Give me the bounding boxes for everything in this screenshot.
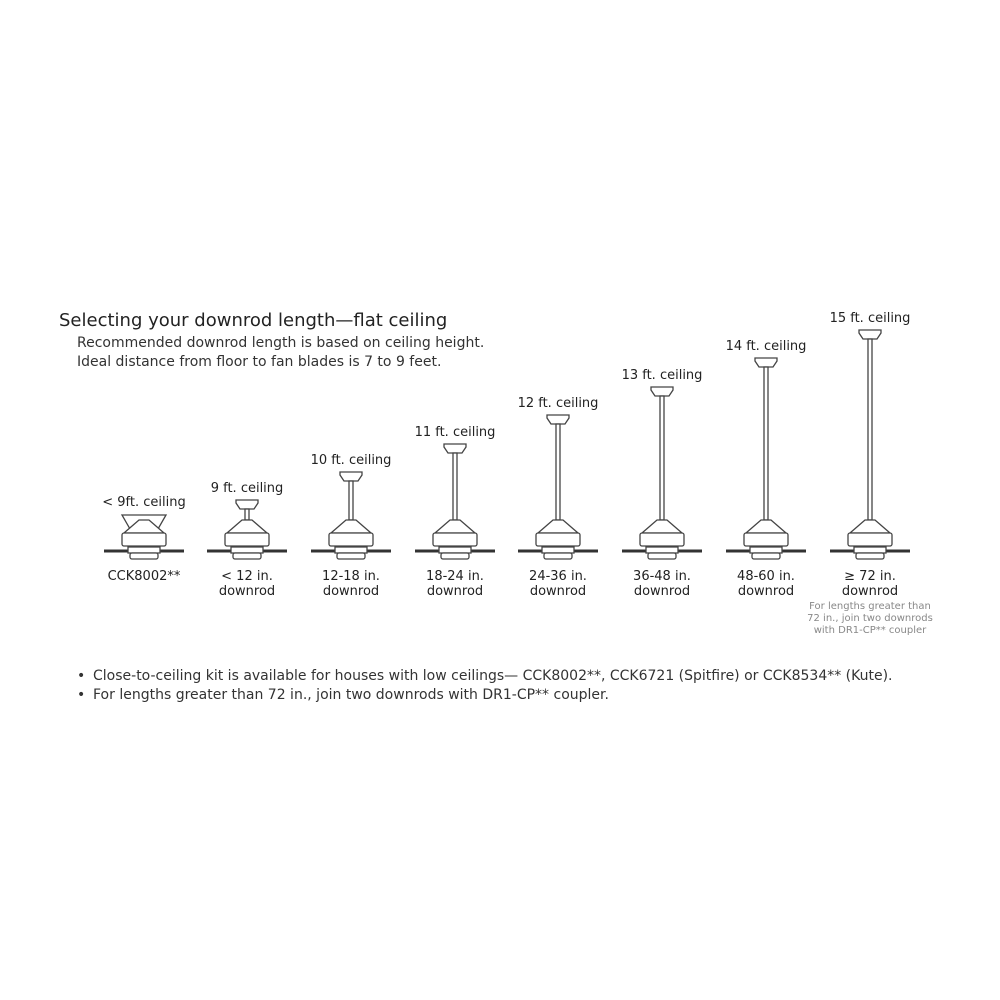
downrod-label: CCK8002** xyxy=(79,569,209,584)
downrod-label: 36-48 in. downrod xyxy=(597,569,727,599)
ceiling-height-label: 10 ft. ceiling xyxy=(310,453,392,468)
light-kit-icon xyxy=(647,552,677,560)
downrod-word: downrod xyxy=(737,584,795,599)
bullet-item: Close-to-ceiling kit is available for ho… xyxy=(77,667,893,686)
downrod-word: downrod xyxy=(841,584,899,599)
motor-housing-icon xyxy=(535,532,581,547)
canopy-icon xyxy=(858,329,882,340)
downrod-length: 24-36 in. xyxy=(529,569,587,584)
ceiling-height-label: 14 ft. ceiling xyxy=(725,339,807,354)
ceiling-height-label: < 9ft. ceiling xyxy=(102,495,186,510)
downrod-length: < 12 in. xyxy=(221,569,273,584)
downrod-word: downrod xyxy=(426,584,484,599)
canopy-icon xyxy=(546,414,570,425)
motor-housing-icon xyxy=(224,532,270,547)
coupler-note: For lengths greater than 72 in., join tw… xyxy=(807,601,933,636)
blade-hub-icon xyxy=(230,546,264,554)
ceiling-height-label: 13 ft. ceiling xyxy=(621,368,703,383)
downrod-label: 12-18 in. downrod xyxy=(286,569,416,599)
downrod-icon xyxy=(348,480,354,521)
blade-hub-icon xyxy=(749,546,783,554)
downrod-word: downrod xyxy=(529,584,587,599)
subtitle-line: Recommended downrod length is based on c… xyxy=(77,335,485,351)
motor-housing-icon xyxy=(639,532,685,547)
downrod-icon xyxy=(555,423,561,521)
downrod-length: ≥ 72 in. xyxy=(844,569,896,584)
bullet-list: Close-to-ceiling kit is available for ho… xyxy=(77,667,893,705)
downrod-length: 12-18 in. xyxy=(322,569,380,584)
light-kit-icon xyxy=(232,552,262,560)
canopy-icon xyxy=(443,443,467,454)
downrod-length: 18-24 in. xyxy=(426,569,484,584)
downrod-icon xyxy=(763,366,769,521)
ceiling-height-label: 12 ft. ceiling xyxy=(517,396,599,411)
subtitle-line: Ideal distance from floor to fan blades … xyxy=(77,354,442,370)
light-kit-icon xyxy=(440,552,470,560)
downrod-length: 36-48 in. xyxy=(633,569,691,584)
bullet-item: For lengths greater than 72 in., join tw… xyxy=(77,686,893,705)
downrod-label: 18-24 in. downrod xyxy=(390,569,520,599)
motor-housing-icon xyxy=(121,532,167,547)
light-kit-icon xyxy=(751,552,781,560)
downrod-label: ≥ 72 in. downrod For lengths greater than … xyxy=(805,569,935,637)
downrod-length: 48-60 in. xyxy=(737,569,795,584)
blade-hub-icon xyxy=(438,546,472,554)
downrod-word: downrod xyxy=(218,584,276,599)
downrod-label: 24-36 in. downrod xyxy=(493,569,623,599)
blade-hub-icon xyxy=(645,546,679,554)
canopy-icon xyxy=(754,357,778,368)
canopy-icon xyxy=(650,386,674,397)
motor-top-icon xyxy=(744,519,788,534)
page-title: Selecting your downrod length—flat ceili… xyxy=(59,310,448,331)
downrod-icon xyxy=(244,508,250,521)
downrod-label: < 12 in. downrod xyxy=(182,569,312,599)
motor-top-icon xyxy=(225,519,269,534)
downrod-icon xyxy=(452,452,458,521)
blade-hub-icon xyxy=(127,546,161,554)
blade-hub-icon xyxy=(541,546,575,554)
motor-top-icon xyxy=(536,519,580,534)
blade-hub-icon xyxy=(334,546,368,554)
motor-housing-icon xyxy=(847,532,893,547)
motor-housing-icon xyxy=(743,532,789,547)
blade-hub-icon xyxy=(853,546,887,554)
downrod-icon xyxy=(659,395,665,521)
light-kit-icon xyxy=(129,552,159,560)
ceiling-height-label: 11 ft. ceiling xyxy=(414,425,496,440)
light-kit-icon xyxy=(543,552,573,560)
ceiling-height-label: 15 ft. ceiling xyxy=(829,311,911,326)
light-kit-icon xyxy=(855,552,885,560)
motor-housing-icon xyxy=(432,532,478,547)
light-kit-icon xyxy=(336,552,366,560)
downrod-length: CCK8002** xyxy=(107,569,181,584)
downrod-word: downrod xyxy=(633,584,691,599)
motor-top-icon xyxy=(433,519,477,534)
motor-top-icon xyxy=(640,519,684,534)
motor-housing-icon xyxy=(328,532,374,547)
ceiling-height-label: 9 ft. ceiling xyxy=(210,481,284,496)
motor-top-icon xyxy=(329,519,373,534)
downrod-icon xyxy=(867,338,873,521)
canopy-icon xyxy=(235,499,259,510)
motor-top-icon xyxy=(848,519,892,534)
downrod-label: 48-60 in. downrod xyxy=(701,569,831,599)
downrod-word: downrod xyxy=(322,584,380,599)
canopy-icon xyxy=(339,471,363,482)
